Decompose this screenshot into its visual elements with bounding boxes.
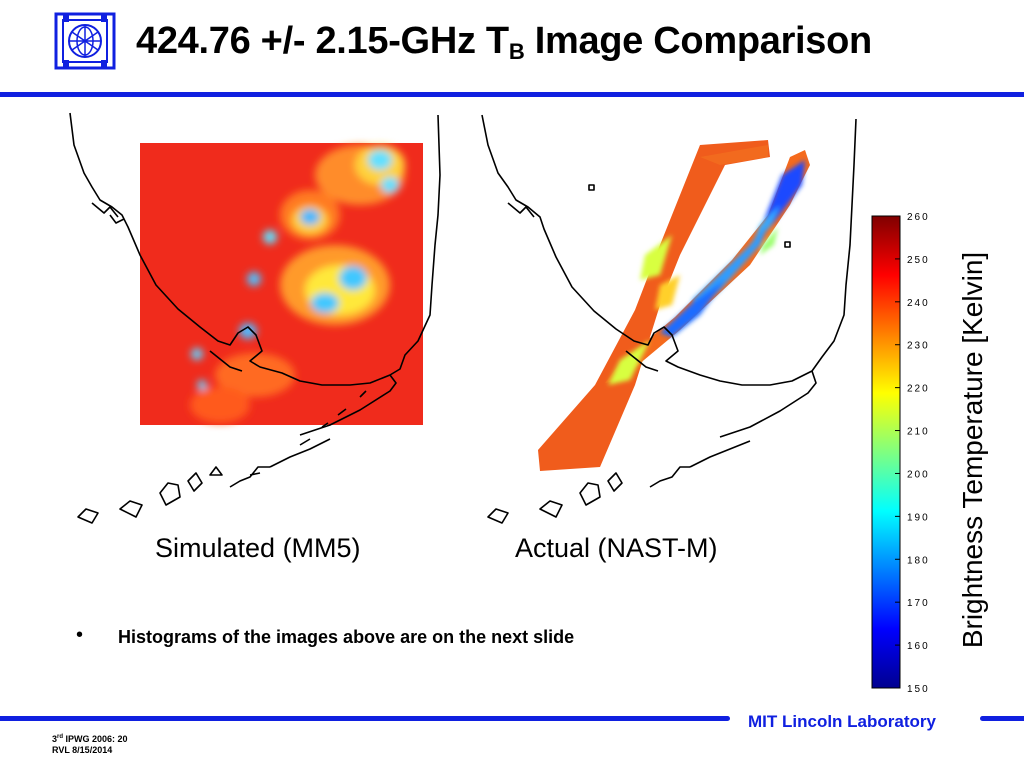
colorbar: 260 250 240 230 220 210 200 190 180 170 160 150 <box>871 212 930 692</box>
colorbar-tick-label: 210 <box>907 427 930 438</box>
colorbar-label: Brightness Temperature [Kelvin] <box>957 251 988 649</box>
mit-ll-logo-icon <box>54 12 116 70</box>
colorbar-tick-label: 240 <box>907 298 930 309</box>
footer-text: 3rd IPWG 2006: 20 RVL 8/15/2014 <box>52 734 128 755</box>
coastline-simulated <box>69 112 441 524</box>
colorbar-tick-label: 160 <box>907 641 930 652</box>
colorbar-tick-label: 230 <box>907 341 930 352</box>
footer-divider-left <box>0 716 730 721</box>
bullet-text: Histograms of the images above are on th… <box>118 627 575 647</box>
colorbar-tick-label: 190 <box>907 512 930 523</box>
actual-tb-swaths <box>538 140 810 471</box>
colorbar-tick-label: 220 <box>907 384 930 395</box>
footer-divider-right <box>980 716 1024 721</box>
colorbar-tick-label: 180 <box>907 555 930 566</box>
slide-title: 424.76 +/- 2.15-GHz TB Image Comparison <box>136 20 872 64</box>
caption-simulated: Simulated (MM5) <box>155 533 361 563</box>
colorbar-gradient <box>871 215 901 689</box>
simulated-tb-field <box>140 143 423 425</box>
colorbar-tick-label: 150 <box>907 684 930 692</box>
bullet-icon: • <box>76 624 84 646</box>
lab-name: MIT Lincoln Laboratory <box>748 712 936 731</box>
caption-actual: Actual (NAST-M) <box>515 533 718 563</box>
colorbar-tick-label: 200 <box>907 469 930 480</box>
tb-image-comparison-maps <box>69 112 857 524</box>
title-divider <box>0 92 1024 97</box>
coastline-actual <box>481 114 857 524</box>
colorbar-tick-label: 170 <box>907 598 930 609</box>
colorbar-tick-label: 260 <box>907 212 930 223</box>
colorbar-tick-label: 250 <box>907 255 930 266</box>
